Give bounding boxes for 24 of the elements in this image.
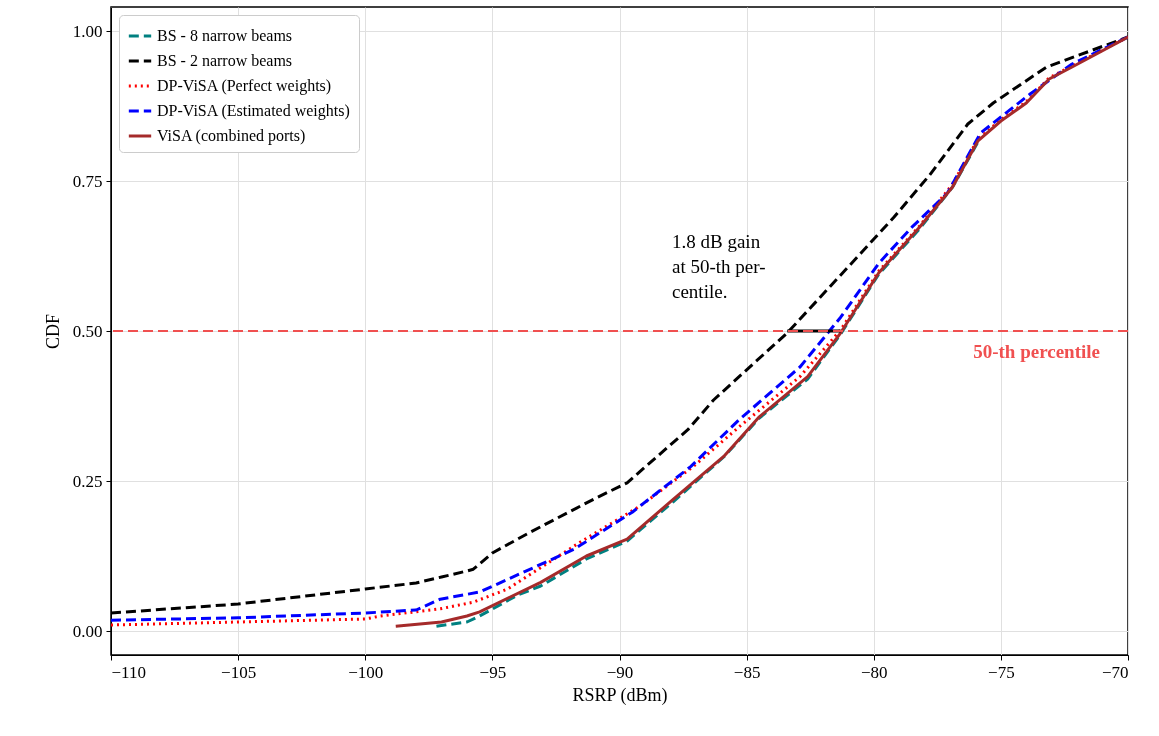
annotation: 1.8 dB gain at 50-th per- centile. (672, 231, 766, 302)
y-tick-label: 0.75 (72, 171, 103, 191)
x-tick-label: −90 (606, 662, 634, 682)
legend-label: DP-ViSA (Perfect weights) (157, 77, 332, 95)
y-tick-label: 0.50 (72, 321, 103, 341)
ref-line-label: 50-th percentile (973, 341, 1100, 362)
y-tick-label: 0.25 (72, 471, 103, 491)
x-tick-label: −105 (221, 662, 257, 682)
x-tick-label: −75 (988, 662, 1015, 682)
x-tick-label: −70 (1101, 662, 1129, 682)
legend-label: BS - 8 narrow beams (157, 27, 293, 44)
y-tick-label: 1.00 (72, 21, 103, 41)
legend-label: ViSA (combined ports) (157, 127, 306, 145)
x-tick-label: −100 (348, 662, 384, 682)
x-axis-title: RSRP (dBm) (572, 684, 668, 706)
x-tick-label: −85 (733, 662, 761, 682)
x-tick-label: −110 (111, 662, 146, 682)
legend-label: DP-ViSA (Estimated weights) (157, 102, 350, 120)
y-tick-label: 0.00 (72, 621, 103, 641)
legend-label: BS - 2 narrow beams (157, 52, 293, 69)
x-tick-label: −95 (479, 662, 507, 682)
x-tick-label: −80 (860, 662, 888, 682)
y-axis-title: CDF (42, 313, 63, 350)
line-series (394, 35, 1128, 628)
